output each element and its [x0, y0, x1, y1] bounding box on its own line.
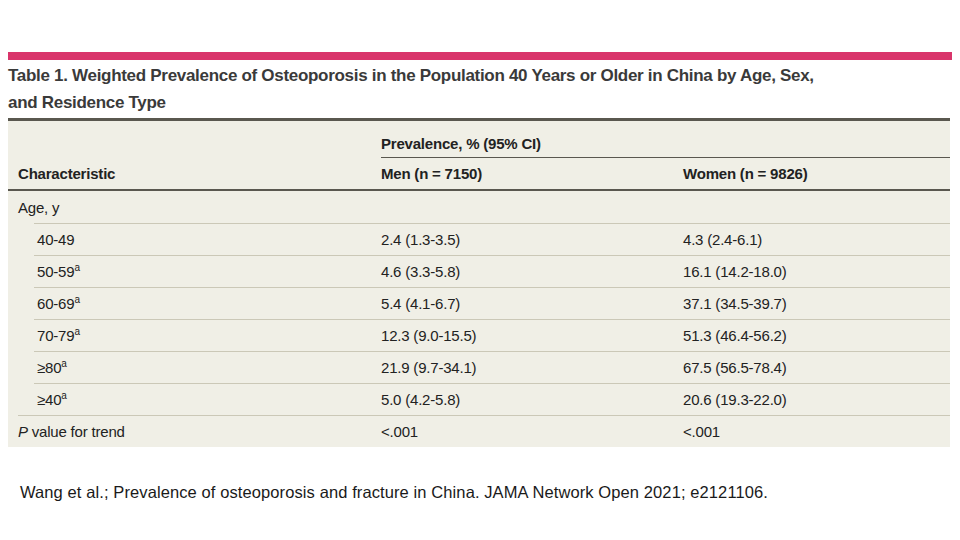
spanner-row: Prevalence, % (95% CI): [8, 121, 950, 158]
women-value: 4.3 (2.4-6.1): [683, 231, 950, 248]
row-divider: [34, 255, 950, 256]
row-divider: [34, 287, 950, 288]
row-divider: [34, 223, 950, 224]
table-title-line2: and Residence Type: [8, 89, 814, 116]
row-label: 50-59: [37, 263, 74, 280]
women-value: 16.1 (14.2-18.0): [683, 263, 950, 280]
p-value-row: P value for trend <.001 <.001: [8, 415, 950, 447]
column-header-women: Women (n = 9826): [683, 165, 950, 182]
men-value: 12.3 (9.0-15.5): [381, 327, 683, 344]
group-label: Age, y: [8, 199, 381, 216]
table-row: 70-79a 12.3 (9.0-15.5) 51.3 (46.4-56.2): [8, 319, 950, 351]
footnote-marker: a: [61, 358, 66, 369]
row-divider: [34, 351, 950, 352]
men-value: 21.9 (9.7-34.1): [381, 359, 683, 376]
p-value-label-italic: P: [18, 423, 28, 440]
table-row: ≥80a 21.9 (9.7-34.1) 67.5 (56.5-78.4): [8, 351, 950, 383]
men-p-value: <.001: [381, 423, 683, 440]
men-value: 5.4 (4.1-6.7): [381, 295, 683, 312]
women-value: 20.6 (19.3-22.0): [683, 391, 950, 408]
accent-bar: [8, 52, 952, 60]
p-value-label: value for trend: [28, 423, 125, 440]
row-divider: [18, 415, 950, 416]
women-value: 37.1 (34.5-39.7): [683, 295, 950, 312]
prevalence-table: Prevalence, % (95% CI) Characteristic Me…: [8, 118, 950, 447]
row-divider: [34, 383, 950, 384]
men-value: 2.4 (1.3-3.5): [381, 231, 683, 248]
footnote-marker: a: [61, 390, 66, 401]
row-label: ≥80: [37, 359, 61, 376]
women-p-value: <.001: [683, 423, 950, 440]
footnote-marker: a: [74, 294, 79, 305]
women-value: 51.3 (46.4-56.2): [683, 327, 950, 344]
men-value: 4.6 (3.3-5.8): [381, 263, 683, 280]
footnote-marker: a: [74, 262, 79, 273]
men-value: 5.0 (4.2-5.8): [381, 391, 683, 408]
group-header-row: Age, y: [8, 191, 950, 223]
row-label: 70-79: [37, 327, 74, 344]
table-row: 60-69a 5.4 (4.1-6.7) 37.1 (34.5-39.7): [8, 287, 950, 319]
column-header-characteristic: Characteristic: [8, 165, 381, 182]
footnote-marker: a: [74, 326, 79, 337]
women-value: 67.5 (56.5-78.4): [683, 359, 950, 376]
table-title: Table 1. Weighted Prevalence of Osteopor…: [8, 62, 814, 116]
row-label: ≥40: [37, 391, 61, 408]
row-label: 40-49: [37, 231, 74, 248]
row-divider: [34, 319, 950, 320]
spanner-header: Prevalence, % (95% CI): [381, 135, 950, 158]
column-header-row: Characteristic Men (n = 7150) Women (n =…: [8, 158, 950, 191]
table-row: ≥40a 5.0 (4.2-5.8) 20.6 (19.3-22.0): [8, 383, 950, 415]
column-header-men: Men (n = 7150): [381, 165, 683, 182]
table-row: 50-59a 4.6 (3.3-5.8) 16.1 (14.2-18.0): [8, 255, 950, 287]
table-row: 40-49 2.4 (1.3-3.5) 4.3 (2.4-6.1): [8, 223, 950, 255]
row-label: 60-69: [37, 295, 74, 312]
citation: Wang et al.; Prevalence of osteoporosis …: [20, 483, 768, 502]
table-title-line1: Table 1. Weighted Prevalence of Osteopor…: [8, 62, 814, 89]
slide: Table 1. Weighted Prevalence of Osteopor…: [0, 0, 960, 540]
